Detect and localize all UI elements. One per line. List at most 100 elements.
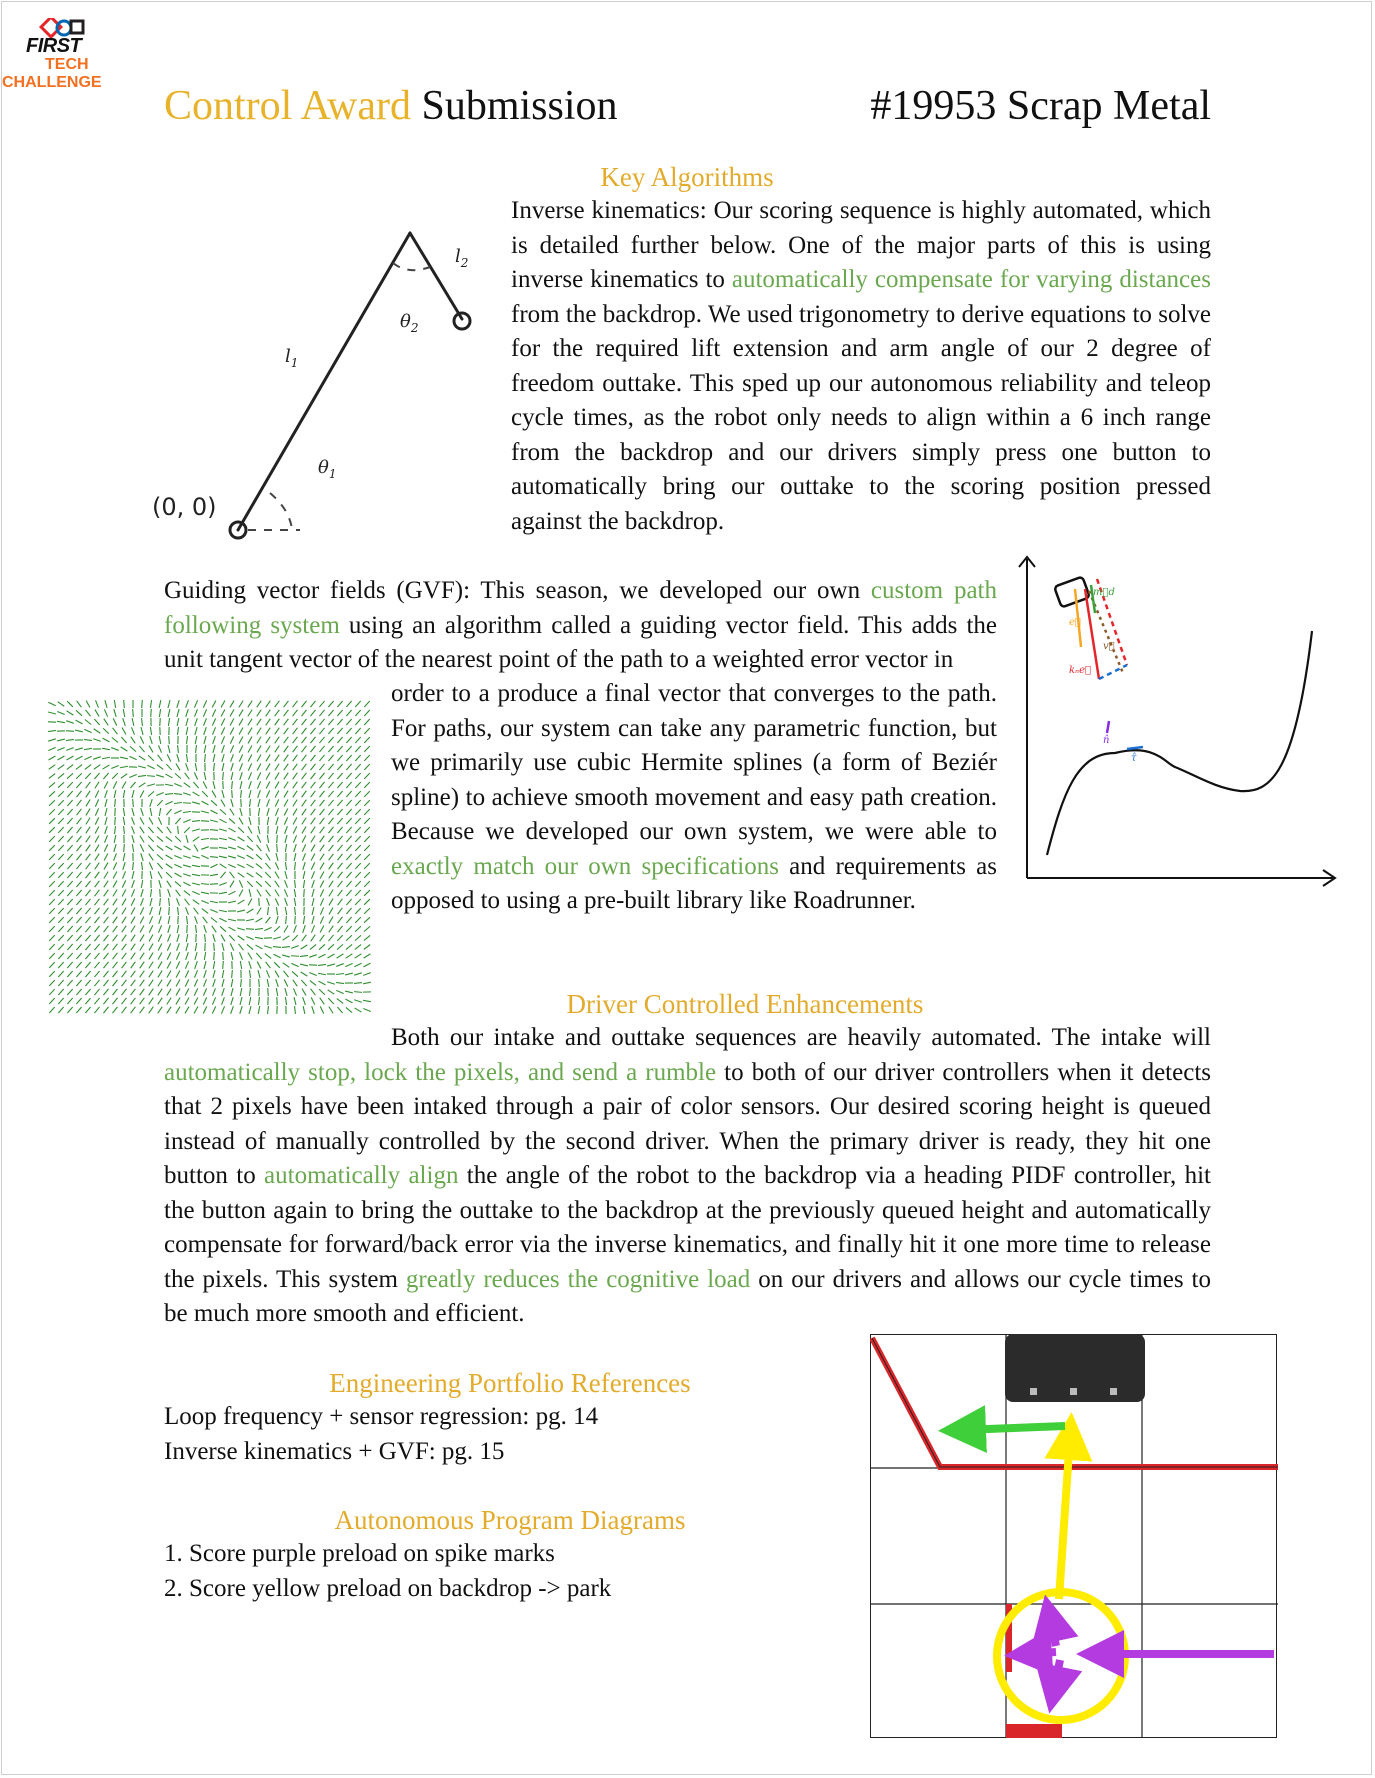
field-vector <box>48 790 56 798</box>
field-vector <box>274 763 280 771</box>
field-vector <box>139 826 145 834</box>
field-vector <box>165 854 173 860</box>
field-vector <box>121 727 127 735</box>
field-vector <box>363 817 371 825</box>
field-vector <box>283 763 289 771</box>
field-vector <box>301 772 307 780</box>
field-vector <box>337 925 343 933</box>
field-vector <box>84 719 92 725</box>
field-vector <box>354 781 362 789</box>
field-vector <box>274 898 280 906</box>
field-vector <box>238 943 244 951</box>
field-vector <box>66 979 74 987</box>
field-vector <box>157 952 163 960</box>
field-vector <box>157 997 163 1005</box>
field-vector <box>201 899 209 905</box>
field-vector <box>112 862 118 870</box>
field-vector <box>229 880 235 888</box>
field-vector <box>345 727 353 735</box>
field-vector <box>228 817 236 825</box>
field-vector <box>66 916 74 924</box>
field-vector <box>138 782 146 788</box>
field-vector <box>230 763 234 771</box>
field-vector <box>201 854 209 860</box>
field-vector <box>85 844 91 852</box>
field-vector <box>75 907 83 915</box>
field-vector <box>335 972 345 976</box>
logo-tech-text: TECH <box>45 56 89 73</box>
field-vector <box>193 988 199 996</box>
field-vector <box>140 861 144 871</box>
field-vector <box>94 979 100 987</box>
field-vector <box>319 808 325 816</box>
field-vector <box>238 880 244 888</box>
field-vector <box>85 700 91 708</box>
field-vector <box>122 871 126 879</box>
field-vector <box>311 1006 315 1014</box>
field-vector <box>167 934 171 942</box>
field-vector <box>139 943 145 951</box>
field-vector <box>48 826 56 834</box>
field-vector <box>102 764 110 770</box>
field-vector <box>256 907 262 915</box>
driver-text-2: to both of our driver controllers when i… <box>164 1058 1211 1190</box>
field-vector <box>194 916 198 924</box>
field-vector <box>302 925 306 933</box>
field-vector <box>274 727 280 735</box>
field-vector <box>192 836 200 842</box>
field-vector <box>336 763 344 771</box>
field-vector <box>319 853 325 861</box>
field-vector <box>122 816 126 826</box>
field-vector <box>336 934 344 942</box>
field-vector <box>57 952 65 960</box>
field-vector <box>202 700 208 708</box>
field-vector <box>113 834 117 844</box>
field-vector <box>345 907 353 915</box>
field-vector <box>274 889 280 897</box>
field-vector <box>139 745 145 753</box>
field-vector <box>111 747 119 751</box>
field-vector <box>294 915 296 925</box>
field-vector <box>221 754 225 762</box>
field-vector <box>192 855 200 859</box>
field-vector <box>228 863 236 869</box>
field-vector <box>122 789 126 799</box>
field-vector <box>240 978 242 988</box>
field-vector <box>275 979 279 987</box>
field-vector <box>301 826 307 834</box>
field-vector <box>103 934 109 942</box>
field-vector <box>192 791 200 797</box>
field-vector <box>75 764 83 770</box>
field-vector <box>164 793 174 795</box>
field-vector <box>130 889 136 897</box>
field-vector <box>57 997 65 1005</box>
field-vector <box>327 943 335 951</box>
field-vector <box>336 790 344 798</box>
field-vector <box>137 774 147 778</box>
field-vector <box>103 925 109 933</box>
field-vector <box>123 700 125 709</box>
field-vector <box>209 873 219 877</box>
field-vector <box>354 817 362 825</box>
reference-item-1: Loop frequency + sensor regression: pg. … <box>164 1403 599 1430</box>
field-vector <box>57 835 65 843</box>
field-vector <box>139 952 145 960</box>
field-vector <box>354 700 362 708</box>
field-vector <box>292 709 298 717</box>
field-vector <box>301 835 307 843</box>
field-vector <box>256 700 262 708</box>
field-vector <box>75 755 83 761</box>
field-vector <box>301 844 307 852</box>
field-vector <box>256 727 262 735</box>
field-vector <box>345 709 353 717</box>
field-vector <box>84 728 92 734</box>
field-vector <box>310 862 316 870</box>
field-vector <box>319 736 325 744</box>
field-vector <box>221 988 225 996</box>
field-vector <box>192 781 200 789</box>
field-vector <box>139 988 145 996</box>
field-vector <box>201 846 209 850</box>
field-vector <box>310 745 316 753</box>
field-vector <box>265 727 271 735</box>
field-vector <box>300 944 308 950</box>
